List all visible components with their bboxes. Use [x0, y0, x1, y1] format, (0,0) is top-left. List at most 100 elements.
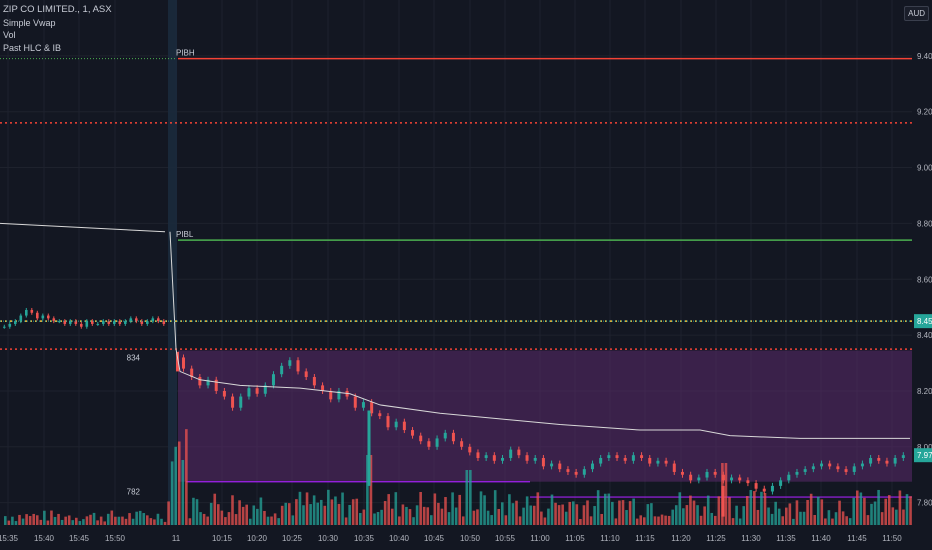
- candle: [296, 360, 300, 372]
- volume-bar: [841, 511, 845, 525]
- candle: [680, 471, 684, 475]
- candle: [476, 452, 480, 458]
- initial-balance-box: [178, 350, 912, 482]
- volume-bar: [824, 518, 827, 525]
- legend-item-hlc-ib[interactable]: Past HLC & IB: [3, 42, 62, 53]
- volume-bar: [682, 508, 685, 525]
- candle: [85, 321, 89, 327]
- volume-bar: [383, 501, 387, 525]
- volume-bar: [905, 494, 909, 525]
- candle: [419, 435, 423, 442]
- y-tick-label: 7.80: [917, 499, 932, 508]
- volume-bar: [167, 501, 170, 525]
- candle: [501, 457, 505, 461]
- volume-bar: [706, 495, 710, 525]
- volume-bar: [465, 470, 469, 525]
- vwap-line-prev: [0, 222, 166, 233]
- volume-bar: [628, 501, 632, 525]
- volume-bar: [256, 508, 259, 525]
- volume-bar: [174, 446, 177, 525]
- volume-bar: [667, 515, 671, 525]
- candle: [52, 318, 56, 322]
- y-tick-label: 8.00: [917, 443, 932, 452]
- volume-bar: [596, 490, 600, 525]
- volume-bar: [763, 492, 767, 525]
- indicator-legend: ZIP CO LIMITED., 1, ASX Simple Vwap Vol …: [3, 4, 112, 54]
- volume-bar: [547, 508, 550, 525]
- volume-bar: [202, 513, 206, 525]
- volume-bar: [319, 499, 323, 525]
- candle: [91, 321, 94, 324]
- volume-bar: [877, 489, 880, 525]
- volume-bar: [728, 497, 731, 525]
- candle: [738, 477, 742, 481]
- volume-bar: [540, 511, 543, 525]
- candle: [803, 469, 807, 472]
- candle: [239, 396, 243, 408]
- candle: [451, 432, 455, 442]
- volume-bar: [611, 501, 614, 525]
- volume-bar: [131, 518, 135, 525]
- candle: [247, 388, 251, 397]
- volume-bar: [401, 504, 405, 525]
- candle: [877, 457, 881, 461]
- volume-bar: [96, 520, 99, 525]
- candle: [3, 326, 6, 328]
- candle: [402, 421, 406, 431]
- candle: [151, 318, 155, 322]
- volume-bar: [266, 516, 270, 525]
- candle: [844, 469, 848, 472]
- volume-bar: [689, 495, 692, 525]
- x-tick-label: 15:50: [105, 534, 126, 543]
- volume-bar: [390, 508, 394, 525]
- candle: [590, 463, 594, 470]
- volume-bar: [426, 507, 430, 525]
- volume-bar: [760, 491, 763, 525]
- legend-item-vwap[interactable]: Simple Vwap: [3, 17, 56, 28]
- last-price-tag-text: 7.97: [917, 451, 932, 460]
- x-tick-label: 11:35: [776, 534, 796, 543]
- volume-bar: [564, 511, 568, 525]
- candle: [566, 469, 570, 472]
- volume-bar: [160, 518, 163, 525]
- volume-bar: [359, 512, 362, 525]
- candle: [599, 457, 603, 464]
- candle: [648, 457, 652, 464]
- legend-item-vol[interactable]: Vol: [3, 30, 16, 40]
- session-break-highlight: [168, 0, 177, 525]
- candle: [607, 455, 611, 458]
- volume-bar: [106, 513, 110, 525]
- volume-bar: [135, 511, 138, 525]
- volume-bar: [632, 498, 635, 525]
- volume-bar: [209, 502, 213, 525]
- volume-bar: [639, 515, 643, 525]
- candle: [623, 457, 627, 461]
- candle: [146, 321, 149, 324]
- candle: [770, 485, 774, 492]
- candle: [41, 315, 45, 319]
- x-tick-label: 10:55: [495, 534, 516, 543]
- candle: [129, 318, 133, 322]
- volume-bar: [678, 492, 682, 525]
- volume-bar: [444, 497, 447, 525]
- volume-bar: [4, 516, 7, 525]
- volume-bar: [664, 515, 667, 525]
- volume-bar: [745, 496, 749, 525]
- candle: [795, 471, 799, 475]
- volume-bar: [454, 507, 458, 525]
- volume-bar: [856, 490, 859, 525]
- candle: [58, 321, 61, 323]
- volume-bar: [579, 518, 582, 525]
- candle: [541, 457, 545, 467]
- volume-bar: [220, 510, 224, 525]
- volume-bar: [572, 501, 575, 525]
- volume-bar: [738, 518, 742, 525]
- volume-bar: [376, 512, 380, 525]
- x-tick-label: 15:35: [0, 534, 19, 543]
- currency-badge[interactable]: AUD: [904, 6, 929, 21]
- x-tick-label: 15:40: [34, 534, 55, 543]
- candle: [113, 321, 116, 324]
- candle: [190, 368, 194, 377]
- volume-bar: [185, 429, 188, 525]
